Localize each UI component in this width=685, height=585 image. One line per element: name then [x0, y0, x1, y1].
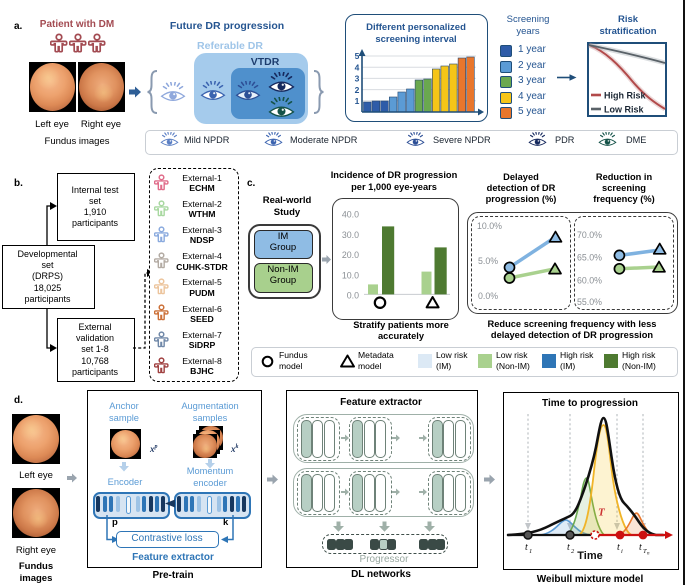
svg-text:0.0%: 0.0%	[478, 291, 498, 301]
svg-text:2: 2	[571, 548, 575, 555]
svg-text:T: T	[643, 548, 647, 555]
svg-text:Time: Time	[577, 550, 602, 562]
svg-text:t: t	[525, 542, 528, 553]
svg-text:High Risk: High Risk	[604, 91, 647, 101]
svg-text:4: 4	[355, 62, 360, 72]
svg-text:t: t	[639, 542, 642, 553]
svg-text:60.0%: 60.0%	[577, 276, 602, 286]
svg-text:55.0%: 55.0%	[577, 297, 602, 307]
svg-text:10.0: 10.0	[342, 270, 359, 280]
svg-text:2: 2	[355, 85, 360, 95]
svg-text:40.0: 40.0	[342, 210, 359, 220]
svg-text:65.0%: 65.0%	[577, 253, 602, 263]
svg-text:20.0: 20.0	[342, 250, 359, 260]
svg-text:1: 1	[355, 96, 360, 106]
svg-text:t: t	[567, 542, 570, 553]
svg-text:1: 1	[529, 548, 532, 555]
svg-text:10.0%: 10.0%	[477, 221, 502, 231]
svg-text:i: i	[621, 548, 623, 555]
svg-text:T: T	[598, 507, 606, 519]
svg-text:3: 3	[355, 74, 360, 84]
svg-text:0.0: 0.0	[347, 291, 359, 301]
svg-text:5.0%: 5.0%	[478, 256, 498, 266]
svg-text:n: n	[647, 552, 650, 557]
svg-text:5: 5	[355, 51, 360, 61]
svg-text:Low Risk: Low Risk	[604, 105, 645, 115]
svg-text:70.0%: 70.0%	[577, 230, 602, 240]
svg-text:30.0: 30.0	[342, 230, 359, 240]
svg-text:t: t	[617, 542, 620, 553]
